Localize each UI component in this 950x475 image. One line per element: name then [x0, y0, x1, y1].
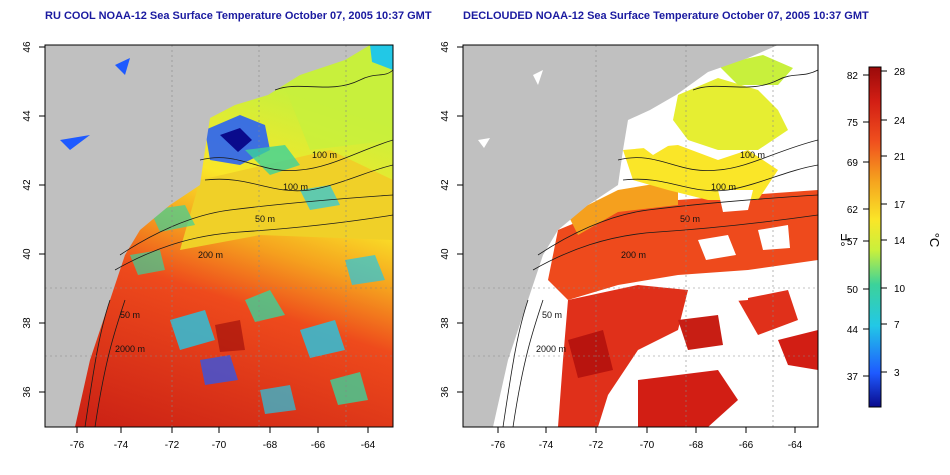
left-map-panel: 100 m 100 m 50 m 200 m 50 m 2000 m -76 -… — [22, 41, 394, 451]
y-tick: 44 — [440, 110, 463, 122]
svg-text:-68: -68 — [263, 440, 278, 451]
svg-text:-74: -74 — [114, 440, 129, 451]
x-tick: -72 — [589, 427, 604, 451]
f-tick: 57 — [847, 237, 859, 248]
left-contour-label: 100 m — [312, 150, 337, 160]
left-contour-label: 50 m — [255, 214, 275, 224]
svg-text:40: 40 — [22, 248, 33, 260]
x-tick: -74 — [114, 427, 129, 451]
right-contour-label: 50 m — [680, 214, 700, 224]
right-map-image — [463, 45, 818, 427]
x-tick: -64 — [788, 427, 803, 451]
f-tick: 50 — [847, 285, 859, 296]
svg-text:-68: -68 — [689, 440, 704, 451]
right-map-panel: 100 m 100 m 50 m 200 m 50 m 2000 m -76 -… — [440, 41, 819, 451]
right-contour-label: 200 m — [621, 250, 646, 260]
y-tick: 38 — [22, 317, 45, 329]
right-contour-label: 100 m — [711, 182, 736, 192]
f-tick: 37 — [847, 372, 859, 383]
svg-text:-64: -64 — [361, 440, 376, 451]
x-tick: -70 — [212, 427, 227, 451]
left-contour-label: 100 m — [283, 182, 308, 192]
celsius-label: °C — [927, 233, 942, 248]
c-tick: 24 — [894, 116, 906, 127]
x-tick: -74 — [539, 427, 554, 451]
colorbar-gradient — [868, 66, 882, 408]
x-tick: -66 — [739, 427, 754, 451]
f-tick: 82 — [847, 71, 859, 82]
svg-text:46: 46 — [22, 41, 33, 53]
left-map-image — [45, 45, 393, 427]
y-tick: 38 — [440, 317, 463, 329]
svg-text:-72: -72 — [165, 440, 180, 451]
svg-text:-76: -76 — [70, 440, 85, 451]
colorbar: 82 75 69 62 57 50 44 37 28 24 21 17 14 1… — [838, 66, 942, 408]
y-tick: 40 — [22, 248, 45, 260]
left-contour-label: 2000 m — [115, 344, 145, 354]
c-tick: 17 — [894, 200, 906, 211]
x-tick: -66 — [311, 427, 326, 451]
y-tick: 44 — [22, 110, 45, 122]
f-tick: 44 — [847, 325, 859, 336]
svg-text:-74: -74 — [539, 440, 554, 451]
x-tick: -76 — [70, 427, 85, 451]
left-contour-label: 200 m — [198, 250, 223, 260]
x-tick: -72 — [165, 427, 180, 451]
right-map-title: DECLOUDED NOAA-12 Sea Surface Temperatur… — [463, 10, 869, 22]
y-tick: 46 — [22, 41, 45, 53]
left-contour-label: 50 m — [120, 310, 140, 320]
svg-text:36: 36 — [22, 386, 33, 398]
y-tick: 36 — [22, 386, 45, 398]
f-tick: 75 — [847, 118, 859, 129]
c-tick: 10 — [894, 284, 906, 295]
svg-text:44: 44 — [22, 110, 33, 122]
x-tick: -70 — [640, 427, 655, 451]
svg-text:-70: -70 — [640, 440, 655, 451]
svg-text:42: 42 — [440, 179, 451, 191]
right-contour-label: 50 m — [542, 310, 562, 320]
x-tick: -68 — [263, 427, 278, 451]
c-tick: 7 — [894, 320, 900, 331]
x-tick: -64 — [361, 427, 376, 451]
y-tick: 40 — [440, 248, 463, 260]
c-tick: 14 — [894, 236, 906, 247]
y-tick: 36 — [440, 386, 463, 398]
right-contour-label: 2000 m — [536, 344, 566, 354]
left-map-title: RU COOL NOAA-12 Sea Surface Temperature … — [45, 10, 432, 22]
c-tick: 3 — [894, 368, 900, 379]
y-tick: 42 — [22, 179, 45, 191]
svg-text:-66: -66 — [311, 440, 326, 451]
x-tick: -68 — [689, 427, 704, 451]
c-tick: 28 — [894, 67, 906, 78]
svg-text:38: 38 — [22, 317, 33, 329]
svg-text:46: 46 — [440, 41, 451, 53]
svg-text:42: 42 — [22, 179, 33, 191]
svg-text:44: 44 — [440, 110, 451, 122]
svg-text:-72: -72 — [589, 440, 604, 451]
y-tick: 46 — [440, 41, 463, 53]
fahrenheit-label: °F — [838, 233, 853, 246]
f-tick: 69 — [847, 158, 859, 169]
svg-text:40: 40 — [440, 248, 451, 260]
svg-text:-66: -66 — [739, 440, 754, 451]
f-tick: 62 — [847, 205, 859, 216]
right-contour-label: 100 m — [740, 150, 765, 160]
svg-text:38: 38 — [440, 317, 451, 329]
x-tick: -76 — [491, 427, 506, 451]
y-tick: 42 — [440, 179, 463, 191]
svg-text:-76: -76 — [491, 440, 506, 451]
svg-text:36: 36 — [440, 386, 451, 398]
c-tick: 21 — [894, 152, 906, 163]
svg-text:-70: -70 — [212, 440, 227, 451]
svg-text:-64: -64 — [788, 440, 803, 451]
